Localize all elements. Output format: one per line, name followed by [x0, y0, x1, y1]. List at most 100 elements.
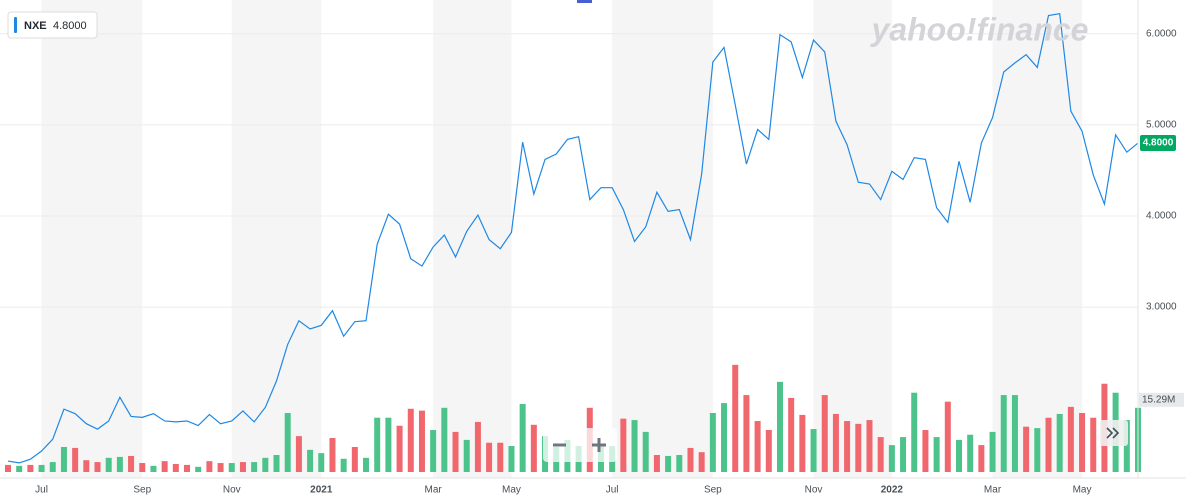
x-tick-label: Nov	[223, 485, 241, 496]
volume-bar	[49, 462, 56, 472]
volume-bar	[799, 414, 806, 472]
volume-bar	[72, 447, 79, 472]
volume-bar	[195, 466, 202, 472]
volume-bar	[866, 420, 873, 472]
volume-bar	[855, 423, 862, 472]
volume-bar	[217, 463, 224, 472]
zoom-panel	[543, 428, 617, 462]
volume-bar	[228, 463, 235, 472]
top-handle[interactable]	[577, 0, 592, 3]
volume-bar	[418, 410, 425, 472]
volume-bar	[642, 431, 649, 472]
volume-bar	[273, 455, 280, 472]
volume-bar	[94, 462, 101, 472]
volume-bar	[631, 420, 638, 472]
volume-bar	[5, 464, 11, 472]
volume-bar	[888, 445, 895, 472]
volume-bar	[944, 401, 951, 472]
volume-bar	[262, 457, 269, 472]
volume-bar	[653, 455, 660, 472]
volume-bar	[676, 455, 683, 472]
volume-bar	[1011, 395, 1018, 472]
volume-bar	[1079, 413, 1086, 472]
volume-bar	[665, 455, 672, 472]
axis-tags: 15.29M 4.8000	[1139, 135, 1184, 407]
volume-bar	[161, 461, 168, 472]
volume	[5, 364, 1141, 472]
volume-bar	[821, 395, 828, 472]
volume-bar	[340, 458, 347, 472]
legend-box	[7, 11, 98, 39]
x-tick-label: Nov	[805, 485, 823, 496]
volume-bar	[967, 434, 974, 472]
scroll-button	[1100, 420, 1128, 446]
price-line	[7, 12, 1139, 464]
volume-bar	[206, 461, 213, 472]
y2-tick-tag	[1139, 392, 1184, 407]
volume-bar	[128, 455, 135, 472]
volume-bar	[351, 446, 358, 472]
volume-bar	[363, 457, 370, 472]
volume-bar	[497, 442, 504, 472]
x-tick-label: Mar	[984, 485, 1002, 496]
shaded-band	[41, 0, 143, 478]
volume-bar	[307, 449, 314, 472]
volume-bar	[16, 465, 23, 472]
scroll-icon	[1106, 427, 1120, 439]
volume-bar	[1023, 426, 1030, 472]
grid	[0, 33, 1138, 308]
volume-bar	[385, 417, 392, 472]
volume-bar	[284, 413, 291, 472]
x-tick-label: 2021	[310, 485, 333, 496]
zoom-controls	[543, 428, 617, 462]
volume-bar	[620, 418, 627, 472]
volume-bar	[900, 437, 907, 472]
volume-bar	[172, 463, 179, 472]
volume-bar	[765, 429, 772, 472]
volume-bar	[519, 404, 526, 472]
volume-bar	[508, 446, 515, 472]
volume-bar	[810, 429, 817, 472]
y-tick-label: 4.0000	[1146, 211, 1177, 222]
volume-bar	[239, 462, 246, 472]
volume-bar	[776, 381, 783, 472]
y-tick-label: 5.0000	[1146, 119, 1177, 130]
volume-bar	[83, 460, 90, 472]
volume-bar	[116, 456, 123, 472]
zoom-in[interactable]	[592, 438, 606, 452]
volume-bar	[184, 464, 191, 472]
volume-bar	[1056, 413, 1063, 472]
scroll-right[interactable]	[1100, 420, 1128, 446]
volume-bar	[844, 421, 851, 472]
volume-bar	[441, 407, 448, 472]
plot	[7, 12, 1139, 464]
volume-bar	[27, 464, 34, 472]
volume-bar	[732, 364, 739, 472]
price-tag-label: 4.8000	[1143, 138, 1174, 149]
volume-bar	[1045, 417, 1052, 472]
volume-bar	[832, 413, 839, 472]
watermark: yahoo!finance	[870, 11, 1089, 47]
legend-swatch	[14, 17, 17, 33]
volume-bar	[251, 462, 258, 472]
y2-tick-label: 15.29M	[1142, 394, 1175, 405]
volume-bar	[105, 457, 112, 472]
volume-bar	[60, 446, 67, 472]
legend: NXE 4.8000	[7, 11, 98, 39]
volume-bar	[407, 408, 414, 472]
shaded-band	[231, 0, 322, 478]
volume-bar	[709, 413, 716, 472]
y-tick-label: 3.0000	[1146, 302, 1177, 313]
bands	[41, 0, 1083, 478]
volume-bar	[922, 429, 929, 472]
volume-bar	[1034, 428, 1041, 472]
volume-bar	[430, 429, 437, 472]
volume-bar	[139, 463, 146, 472]
volume-bar	[530, 424, 537, 472]
volume-bar	[150, 465, 157, 472]
volume-bar	[911, 392, 918, 472]
volume-bar	[318, 453, 325, 472]
